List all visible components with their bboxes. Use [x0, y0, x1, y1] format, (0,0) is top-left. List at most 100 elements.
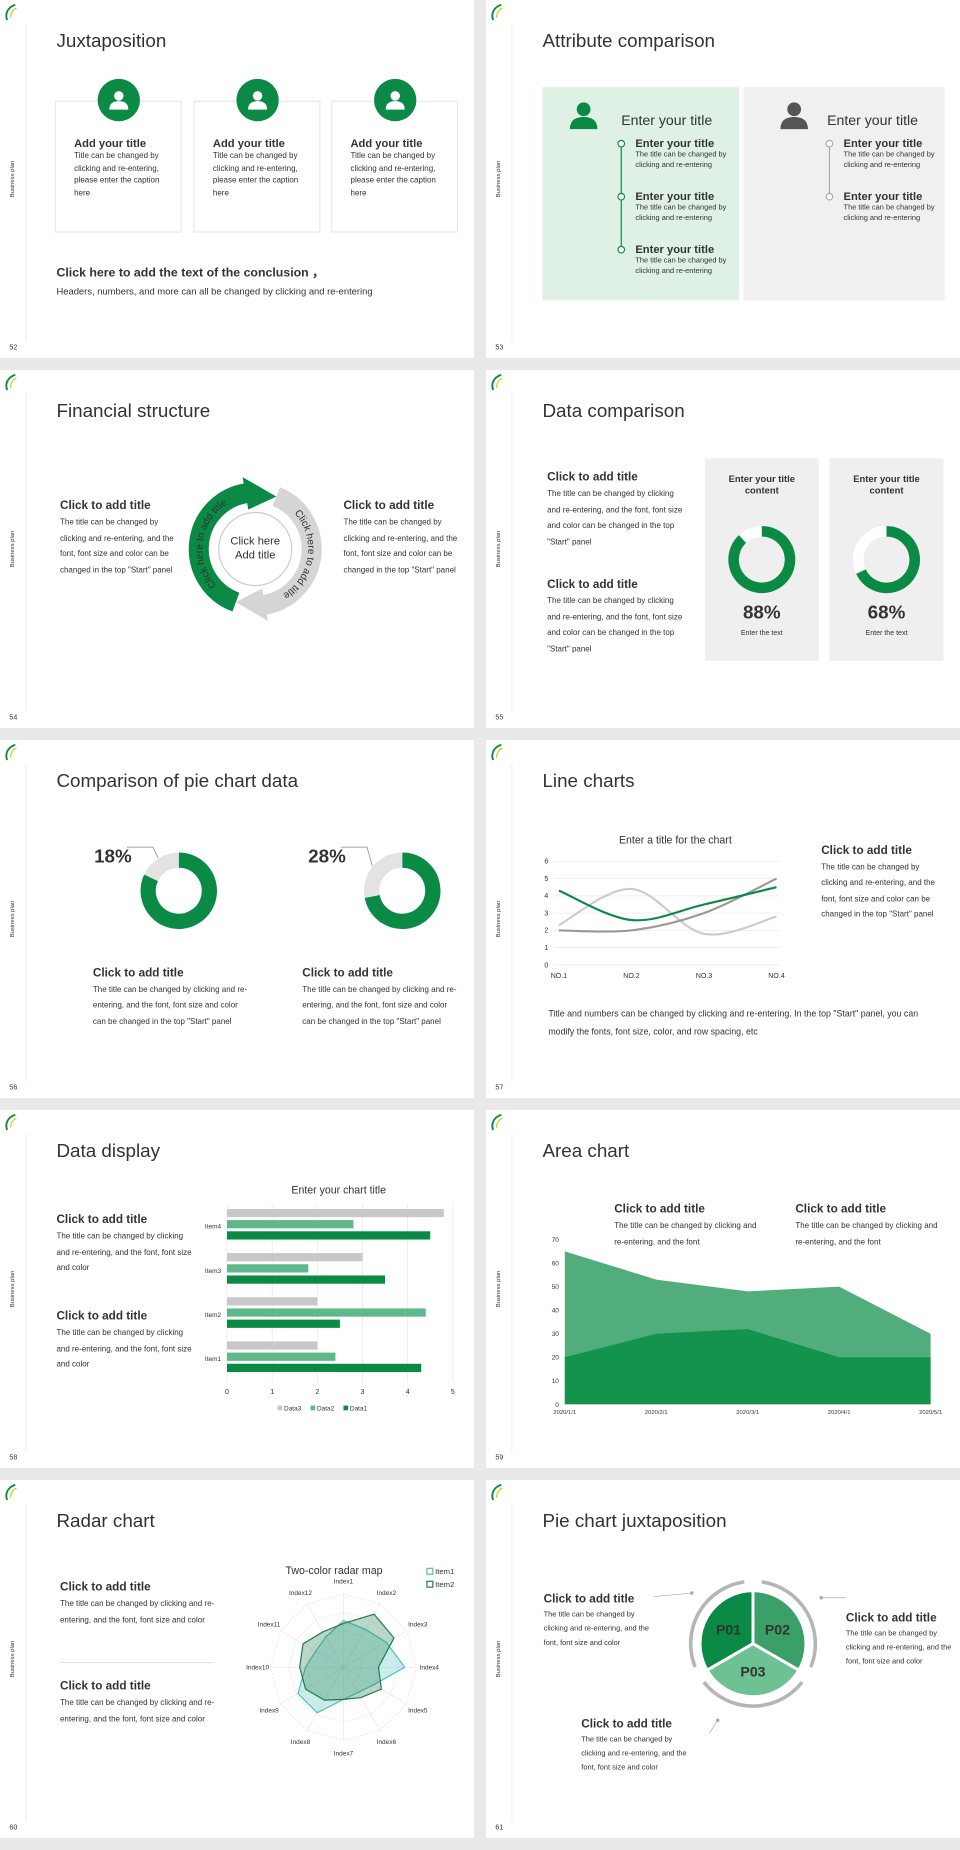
- caption: Enter the text: [741, 630, 783, 637]
- block-text-box: The title can be changed by clicking and…: [56, 1329, 192, 1370]
- person-icon: [787, 102, 802, 117]
- bar: [227, 1352, 336, 1361]
- note: Headers, numbers, and more can all be ch…: [56, 285, 372, 296]
- radar-label: Index4: [420, 1665, 440, 1672]
- bar: [227, 1220, 354, 1229]
- card-text: Title can be changed by clicking and re-…: [74, 151, 160, 198]
- page-number: 61: [495, 1825, 503, 1832]
- slide: Business plan 59 Area chart Click to add ti…: [486, 1110, 960, 1468]
- x-tick-label: NO.3: [696, 973, 713, 980]
- item-text-box: The title can be changed by clicking and…: [635, 203, 727, 224]
- radar-label: Index7: [334, 1751, 354, 1758]
- legend-swatch: [426, 1580, 434, 1588]
- ring-arc: [188, 483, 250, 612]
- y-tick-label: 0: [544, 962, 548, 969]
- note: Title and numbers can be changed by clic…: [548, 1008, 919, 1037]
- donut-arc: [856, 526, 920, 594]
- block-title: Click to add title: [302, 967, 393, 980]
- x-tick-label: 2020/3/1: [736, 1410, 759, 1416]
- logo: [9, 377, 17, 388]
- side-label: Business plan: [10, 901, 16, 938]
- connector: [654, 1592, 692, 1597]
- page-number: 59: [495, 1455, 503, 1462]
- chart-title: Enter your chart title: [291, 1185, 386, 1197]
- connector-dot: [690, 1591, 694, 1595]
- slide-background: [0, 1110, 474, 1468]
- side-label: Business plan: [496, 901, 502, 938]
- logo: [9, 1117, 17, 1128]
- block-text-box: The title can be changed by clicking and…: [614, 1221, 757, 1247]
- item-text: The title can be changed by clicking and…: [635, 256, 727, 277]
- block-title: Click to add title: [547, 471, 638, 484]
- leader-line: [127, 846, 159, 859]
- bar: [227, 1297, 318, 1306]
- radar-label: Index10: [246, 1665, 269, 1672]
- logo: [9, 7, 17, 18]
- radar-spoke: [306, 1603, 344, 1668]
- center-label: Click here Add title: [230, 534, 281, 563]
- x-tick-label: 2020/4/1: [828, 1410, 851, 1416]
- radar-label: Index11: [258, 1622, 281, 1629]
- item-text: The title can be changed by clicking and…: [843, 203, 935, 224]
- slide: Business plan 58 Data display Click to add …: [0, 1110, 474, 1468]
- block-text: The title can be changed by clicking and…: [302, 986, 457, 1026]
- logo: [491, 743, 502, 761]
- logo: [495, 1487, 503, 1498]
- item-text: The title can be changed by clicking and…: [635, 203, 727, 224]
- bar: [227, 1231, 431, 1240]
- card-text: Title can be changed by clicking and re-…: [212, 151, 299, 198]
- block-text: The title can be changed by clicking and…: [547, 490, 683, 547]
- person-icon: [114, 91, 124, 101]
- x-tick-label: 5: [451, 1389, 455, 1396]
- radar-grid: [270, 1593, 417, 1741]
- person-icon: [385, 101, 405, 110]
- legend-swatch: [277, 1405, 283, 1411]
- person-icon: [248, 101, 268, 110]
- page-number: 52: [9, 345, 17, 352]
- x-tick-label: 2: [315, 1389, 319, 1396]
- timeline-node: [617, 139, 626, 148]
- slide: Business plan 60 Radar chart Click to add t…: [0, 1480, 474, 1838]
- donut-arc: [728, 526, 796, 594]
- slide-title: Attribute comparison: [542, 30, 715, 51]
- item-text: The title can be changed by clicking and…: [635, 150, 727, 171]
- note-box: Title and numbers can be changed by clic…: [548, 1008, 919, 1037]
- value-label: 18%: [94, 845, 132, 866]
- radar-label: Index2: [377, 1590, 397, 1597]
- logo: [5, 743, 16, 761]
- slide-title: Juxtaposition: [56, 30, 166, 51]
- bar: [227, 1341, 318, 1350]
- bar: [227, 1253, 363, 1262]
- x-tick-label: 2020/1/1: [553, 1410, 576, 1416]
- legend-label: Item2: [435, 1580, 454, 1589]
- logo: [5, 3, 16, 21]
- slide: Business plan 56 Comparison of pie chart d…: [0, 740, 474, 1098]
- block-text: The title can be changed by clicking and…: [543, 1610, 650, 1648]
- card-text-box: Title can be changed by clicking and re-…: [351, 152, 436, 197]
- bar: [227, 1208, 444, 1218]
- slide: Business plan 52 Juxtaposition Add your tit…: [0, 0, 474, 358]
- radar-label: Index9: [259, 1708, 279, 1715]
- block-text-box: The title can be changed by clicking and…: [60, 1600, 214, 1624]
- block-text: The title can be changed by clicking and…: [56, 1329, 192, 1370]
- item-text-box: The title can be changed by clicking and…: [635, 256, 727, 277]
- block-title: Click to add title: [821, 844, 912, 857]
- y-tick-label: Item3: [205, 1268, 222, 1275]
- item-text-box: The title can be changed by clicking and…: [635, 150, 727, 171]
- chart-title: Enter a title for the chart: [619, 835, 732, 847]
- logo: [9, 1487, 17, 1498]
- item-text: The title can be changed by clicking and…: [843, 150, 935, 171]
- panel-heading: Enter your title: [621, 112, 712, 128]
- radar-spoke: [343, 1666, 407, 1705]
- slide-title: Financial structure: [56, 400, 210, 421]
- y-tick-label: Item2: [205, 1312, 222, 1319]
- card-title-box: Enter your title content: [729, 474, 795, 497]
- donut-rest: [140, 852, 217, 929]
- page-number: 56: [9, 1085, 17, 1092]
- slide-background: [0, 1480, 474, 1838]
- block-text: The title can be changed by clicking and…: [614, 1221, 757, 1247]
- x-tick-label: 1: [270, 1389, 274, 1396]
- y-tick-label: 3: [544, 910, 548, 917]
- radar-spoke: [280, 1666, 344, 1705]
